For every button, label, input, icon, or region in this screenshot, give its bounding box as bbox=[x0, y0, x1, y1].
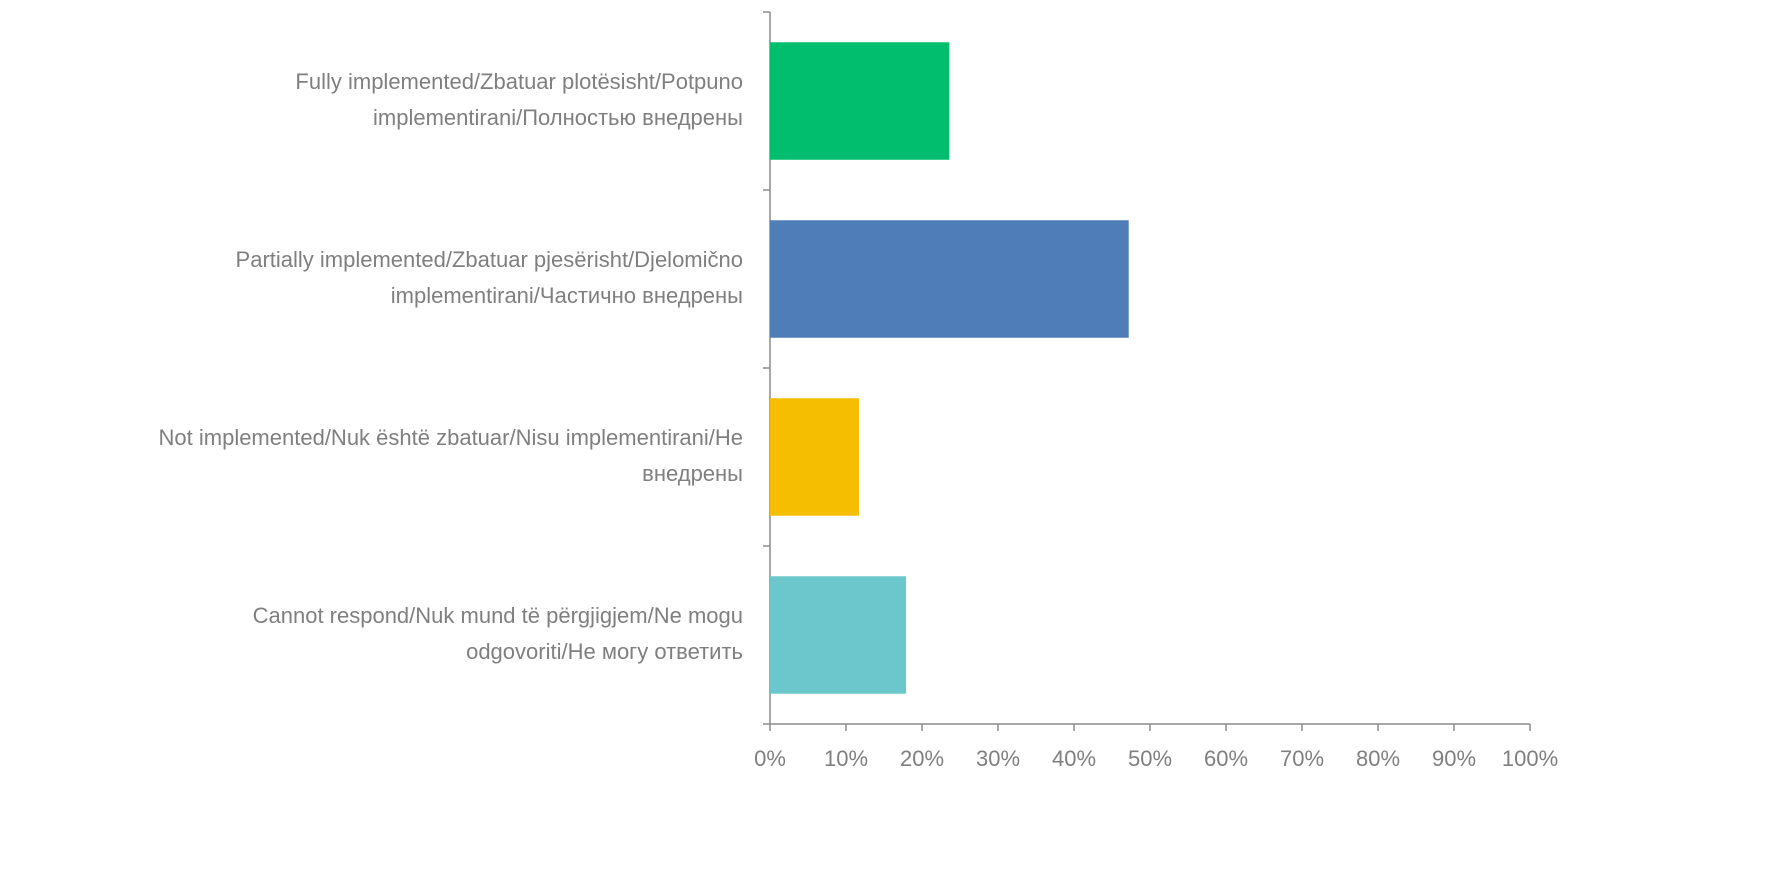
category-label: implementirani/Полностью внедрены bbox=[373, 105, 743, 130]
bar bbox=[770, 576, 907, 694]
category-label: implementirani/Частично внедрены bbox=[391, 283, 743, 308]
x-tick-label: 10% bbox=[824, 746, 868, 771]
bar bbox=[770, 42, 950, 160]
x-tick-label: 60% bbox=[1204, 746, 1248, 771]
bar bbox=[770, 398, 859, 516]
category-label: Cannot respond/Nuk mund të përgjigjem/Ne… bbox=[253, 603, 743, 628]
bar bbox=[770, 220, 1129, 338]
category-label: Not implemented/Nuk është zbatuar/Nisu i… bbox=[159, 425, 743, 450]
x-tick-label: 80% bbox=[1356, 746, 1400, 771]
x-tick-label: 20% bbox=[900, 746, 944, 771]
category-label: внедрены bbox=[642, 461, 743, 486]
x-tick-label: 100% bbox=[1502, 746, 1558, 771]
x-tick-label: 30% bbox=[976, 746, 1020, 771]
x-tick-label: 90% bbox=[1432, 746, 1476, 771]
x-tick-label: 40% bbox=[1052, 746, 1096, 771]
x-tick-label: 50% bbox=[1128, 746, 1172, 771]
category-label: Partially implemented/Zbatuar pjesërisht… bbox=[236, 247, 743, 272]
category-label: odgovoriti/Не могу ответить bbox=[466, 639, 743, 664]
x-tick-label: 0% bbox=[754, 746, 786, 771]
category-label: Fully implemented/Zbatuar plotësisht/Pot… bbox=[295, 69, 743, 94]
x-tick-label: 70% bbox=[1280, 746, 1324, 771]
